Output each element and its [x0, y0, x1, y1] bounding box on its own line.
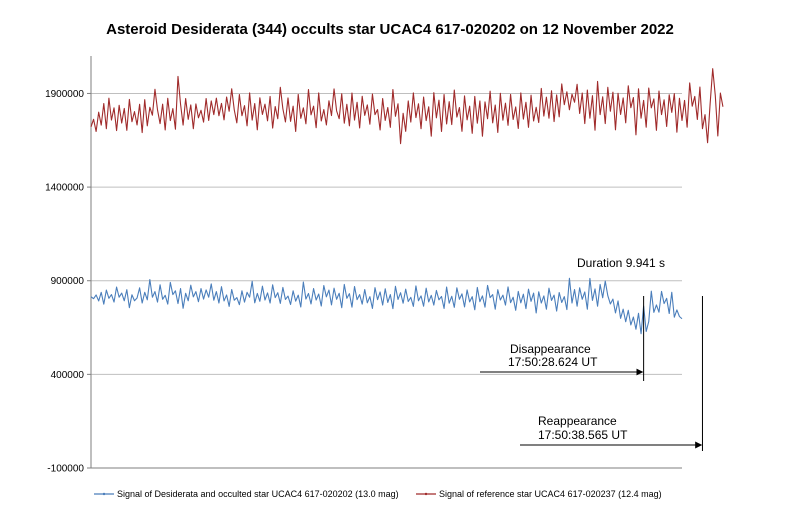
annotations: Duration 9.941 s Disappearance 17:50:28.… — [480, 256, 703, 451]
legend-label-reference: Signal of reference star UCAC4 617-02023… — [439, 489, 662, 499]
legend-marker-target — [102, 492, 106, 496]
reappearance-label: Reappearance — [538, 414, 617, 428]
y-tick-label: 400000 — [51, 370, 85, 381]
reappearance-time: 17:50:38.565 UT — [538, 428, 628, 442]
grid-lines — [91, 92, 682, 375]
y-tick-label: -100000 — [47, 464, 84, 475]
series-line-reference — [90, 68, 724, 145]
chart-title: Asteroid Desiderata (344) occults star U… — [106, 21, 674, 38]
legend-label-target: Signal of Desiderata and occulted star U… — [117, 489, 399, 499]
axes: -100000 400000 900000 1400000 1900000 — [45, 56, 682, 475]
legend-item-reference: Signal of reference star UCAC4 617-02023… — [416, 489, 662, 499]
duration-annotation: Duration 9.941 s — [577, 256, 665, 270]
y-tick-label: 900000 — [51, 276, 85, 287]
legend-item-target: Signal of Desiderata and occulted star U… — [94, 489, 399, 499]
series-line-target — [90, 277, 683, 335]
y-tick-label: 1400000 — [45, 183, 84, 194]
disappearance-label: Disappearance — [510, 342, 591, 356]
data-series — [90, 68, 724, 335]
disappearance-time: 17:50:28.624 UT — [508, 355, 598, 369]
legend-marker-reference — [424, 492, 428, 496]
legend: Signal of Desiderata and occulted star U… — [94, 489, 662, 499]
y-tick-label: 1900000 — [45, 89, 84, 100]
